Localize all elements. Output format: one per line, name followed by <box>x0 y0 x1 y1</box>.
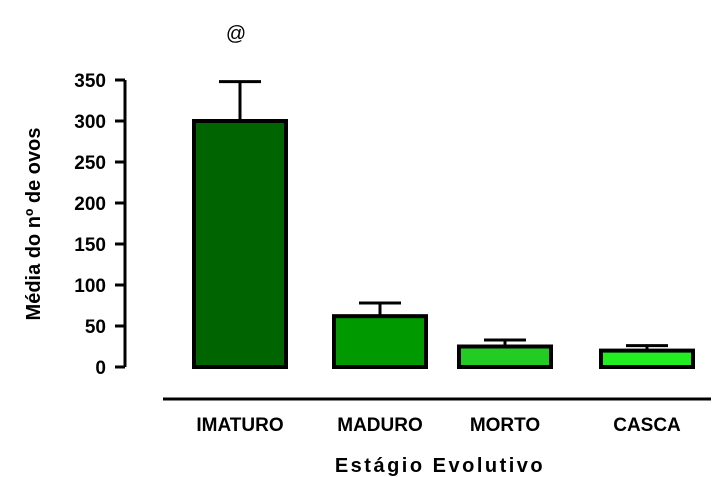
annotations: @ <box>226 23 246 45</box>
y-tick-label: 200 <box>74 194 106 215</box>
y-tick-label: 50 <box>85 317 106 338</box>
bar-imaturo <box>192 119 288 369</box>
significance-annotation: @ <box>226 23 246 45</box>
y-tick-label: 350 <box>74 71 106 92</box>
y-tick-label: 0 <box>95 358 106 379</box>
x-tick-label: MADURO <box>337 415 423 436</box>
y-tick-label: 150 <box>74 235 106 256</box>
bar-casca <box>599 348 695 370</box>
y-tick-label: 100 <box>74 276 106 297</box>
y-axis: 0 50 100 150 200 250 300 350 <box>74 71 127 379</box>
x-tick-label: CASCA <box>613 415 681 436</box>
category-labels: IMATURO MADURO MORTO CASCA <box>196 415 681 436</box>
y-tick-label: 300 <box>74 112 106 133</box>
bar-morto <box>457 344 553 369</box>
bar-maduro <box>332 314 428 370</box>
x-tick-label: MORTO <box>470 415 540 436</box>
bars <box>192 80 695 370</box>
x-tick-label: IMATURO <box>196 415 283 436</box>
y-axis-title: Média do nº de ovos <box>23 128 45 321</box>
x-axis-title: Estágio Evolutivo <box>335 455 545 477</box>
y-tick-label: 250 <box>74 153 106 174</box>
